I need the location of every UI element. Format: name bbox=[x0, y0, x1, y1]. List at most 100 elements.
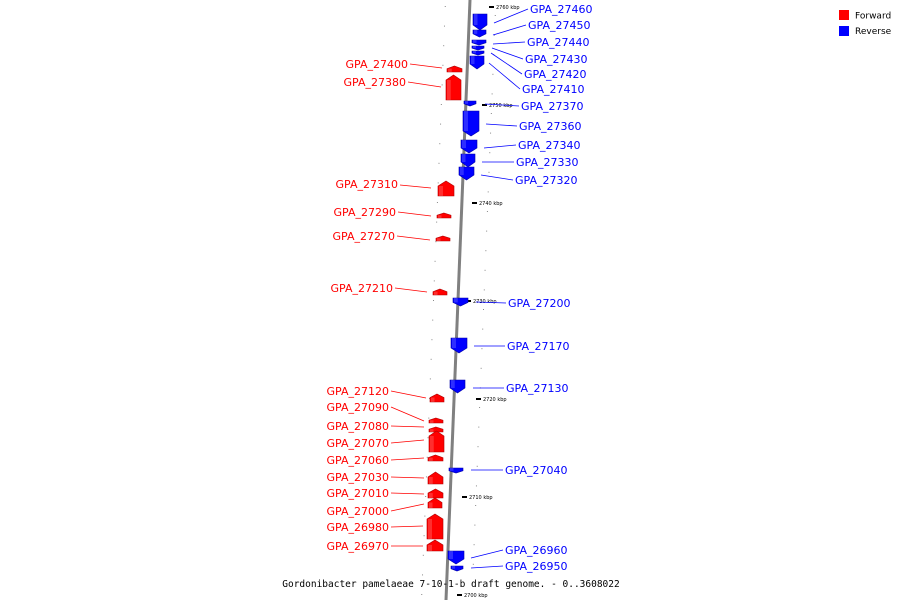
gene-gpa-27170[interactable] bbox=[450, 337, 468, 354]
gene-label-gpa-27090[interactable]: GPA_27090 bbox=[327, 401, 425, 422]
gene-label-text[interactable]: GPA_27440 bbox=[527, 36, 589, 49]
gene-label-text[interactable]: GPA_27430 bbox=[525, 53, 587, 66]
gene-label-gpa-27370[interactable]: GPA_27370 bbox=[484, 100, 583, 113]
gene-arrow[interactable] bbox=[471, 39, 487, 46]
gene-label-gpa-27430[interactable]: GPA_27430 bbox=[491, 47, 587, 66]
gene-label-gpa-26980[interactable]: GPA_26980 bbox=[327, 521, 424, 534]
gene-label-text[interactable]: GPA_27210 bbox=[331, 282, 393, 295]
gene-label-text[interactable]: GPA_27340 bbox=[518, 139, 580, 152]
gene-gpa-27370[interactable] bbox=[463, 100, 477, 107]
gene-label-text[interactable]: GPA_27070 bbox=[327, 437, 389, 450]
gene-gpa-27040[interactable] bbox=[448, 467, 464, 474]
gene-label-gpa-27030[interactable]: GPA_27030 bbox=[327, 471, 425, 484]
gene-label-text[interactable]: GPA_27010 bbox=[327, 487, 389, 500]
gene-label-text[interactable]: GPA_27420 bbox=[524, 68, 586, 81]
gene-gpa-27460[interactable] bbox=[472, 13, 488, 31]
gene-label-text[interactable]: GPA_27370 bbox=[521, 100, 583, 113]
gene-label-text[interactable]: GPA_27410 bbox=[522, 83, 584, 96]
gene-label-text[interactable]: GPA_27310 bbox=[336, 178, 398, 191]
gene-label-text[interactable]: GPA_27040 bbox=[505, 464, 567, 477]
gene-arrow[interactable] bbox=[446, 65, 463, 73]
gene-label-gpa-26960[interactable]: GPA_26960 bbox=[470, 544, 567, 559]
gene-label-text[interactable]: GPA_27320 bbox=[515, 174, 577, 187]
gene-label-gpa-26970[interactable]: GPA_26970 bbox=[327, 540, 423, 553]
gene-label-text[interactable]: GPA_26950 bbox=[505, 560, 567, 573]
gene-label-text[interactable]: GPA_26960 bbox=[505, 544, 567, 557]
gene-label-text[interactable]: GPA_27170 bbox=[507, 340, 569, 353]
gene-arrow[interactable] bbox=[460, 153, 476, 168]
gene-arrow[interactable] bbox=[449, 379, 466, 394]
gene-label-text[interactable]: GPA_26980 bbox=[327, 521, 389, 534]
gene-label-text[interactable]: GPA_27460 bbox=[530, 3, 592, 16]
gene-arrow[interactable] bbox=[427, 497, 443, 509]
gene-arrow[interactable] bbox=[469, 55, 485, 70]
gene-label-gpa-27170[interactable]: GPA_27170 bbox=[474, 340, 569, 353]
gene-label-text[interactable]: GPA_27200 bbox=[508, 297, 570, 310]
gene-label-gpa-27010[interactable]: GPA_27010 bbox=[327, 487, 425, 500]
gene-label-gpa-27290[interactable]: GPA_27290 bbox=[334, 206, 432, 219]
gene-gpa-27130[interactable] bbox=[449, 379, 466, 394]
gene-label-gpa-27360[interactable]: GPA_27360 bbox=[485, 120, 581, 133]
gene-arrow[interactable] bbox=[428, 430, 445, 453]
gene-gpa-27210[interactable] bbox=[432, 288, 448, 296]
gene-arrow[interactable] bbox=[450, 565, 464, 572]
gene-arrow[interactable] bbox=[463, 100, 477, 107]
gene-label-text[interactable]: GPA_27400 bbox=[346, 58, 408, 71]
gene-label-gpa-27400[interactable]: GPA_27400 bbox=[346, 58, 443, 71]
gene-label-gpa-27330[interactable]: GPA_27330 bbox=[482, 156, 578, 169]
gene-label-text[interactable]: GPA_27360 bbox=[519, 120, 581, 133]
gene-gpa-27330[interactable] bbox=[460, 153, 476, 168]
gene-gpa-27310[interactable] bbox=[437, 180, 455, 197]
gene-arrow[interactable] bbox=[435, 235, 451, 242]
gene-label-text[interactable]: GPA_27130 bbox=[506, 382, 568, 395]
gene-label-gpa-27040[interactable]: GPA_27040 bbox=[471, 464, 567, 477]
gene-label-text[interactable]: GPA_27120 bbox=[327, 385, 389, 398]
gene-gpa-26950[interactable] bbox=[450, 565, 464, 572]
gene-arrow[interactable] bbox=[471, 50, 485, 56]
gene-gpa-27440[interactable] bbox=[471, 39, 487, 46]
gene-gpa-27420[interactable] bbox=[471, 50, 485, 56]
gene-gpa-27380[interactable] bbox=[445, 74, 462, 101]
gene-arrow[interactable] bbox=[426, 539, 444, 552]
gene-gpa-27360[interactable] bbox=[462, 110, 480, 137]
gene-label-gpa-27000[interactable]: GPA_27000 bbox=[327, 503, 425, 518]
gene-label-gpa-27460[interactable]: GPA_27460 bbox=[493, 3, 592, 24]
gene-arrow[interactable] bbox=[447, 550, 465, 565]
gene-label-text[interactable]: GPA_27080 bbox=[327, 420, 389, 433]
gene-gpa-27000[interactable] bbox=[427, 497, 443, 509]
gene-arrow[interactable] bbox=[429, 393, 445, 403]
gene-gpa-27450[interactable] bbox=[472, 29, 487, 38]
gene-gpa-27320[interactable] bbox=[458, 166, 475, 181]
gene-arrow[interactable] bbox=[458, 166, 475, 181]
gene-label-text[interactable]: GPA_27000 bbox=[327, 505, 389, 518]
gene-arrow[interactable] bbox=[428, 417, 444, 424]
gene-gpa-27410[interactable] bbox=[469, 55, 485, 70]
gene-label-text[interactable]: GPA_27330 bbox=[516, 156, 578, 169]
gene-arrow[interactable] bbox=[460, 139, 478, 154]
gene-label-gpa-27410[interactable]: GPA_27410 bbox=[488, 62, 584, 96]
gene-gpa-27290[interactable] bbox=[436, 212, 452, 219]
gene-arrow[interactable] bbox=[445, 74, 462, 101]
gene-gpa-27030[interactable] bbox=[427, 471, 444, 485]
gene-arrow[interactable] bbox=[436, 212, 452, 219]
gene-label-gpa-27210[interactable]: GPA_27210 bbox=[331, 282, 428, 295]
gene-arrow[interactable] bbox=[452, 297, 469, 307]
gene-label-gpa-27420[interactable]: GPA_27420 bbox=[490, 52, 586, 81]
gene-gpa-27340[interactable] bbox=[460, 139, 478, 154]
gene-arrow[interactable] bbox=[427, 471, 444, 485]
gene-arrow[interactable] bbox=[448, 467, 464, 474]
gene-arrow[interactable] bbox=[462, 110, 480, 137]
gene-gpa-27060[interactable] bbox=[427, 454, 444, 462]
gene-gpa-27120[interactable] bbox=[429, 393, 445, 403]
gene-arrow[interactable] bbox=[432, 288, 448, 296]
gene-arrow[interactable] bbox=[437, 180, 455, 197]
gene-label-gpa-27320[interactable]: GPA_27320 bbox=[480, 174, 577, 187]
gene-label-text[interactable]: GPA_27380 bbox=[344, 76, 406, 89]
gene-gpa-27090[interactable] bbox=[428, 417, 444, 424]
gene-label-text[interactable]: GPA_27290 bbox=[334, 206, 396, 219]
gene-gpa-26980[interactable] bbox=[426, 513, 444, 540]
gene-label-gpa-27270[interactable]: GPA_27270 bbox=[333, 230, 431, 243]
gene-gpa-27430[interactable] bbox=[471, 45, 485, 51]
gene-label-text[interactable]: GPA_27060 bbox=[327, 454, 389, 467]
gene-arrow[interactable] bbox=[426, 513, 444, 540]
